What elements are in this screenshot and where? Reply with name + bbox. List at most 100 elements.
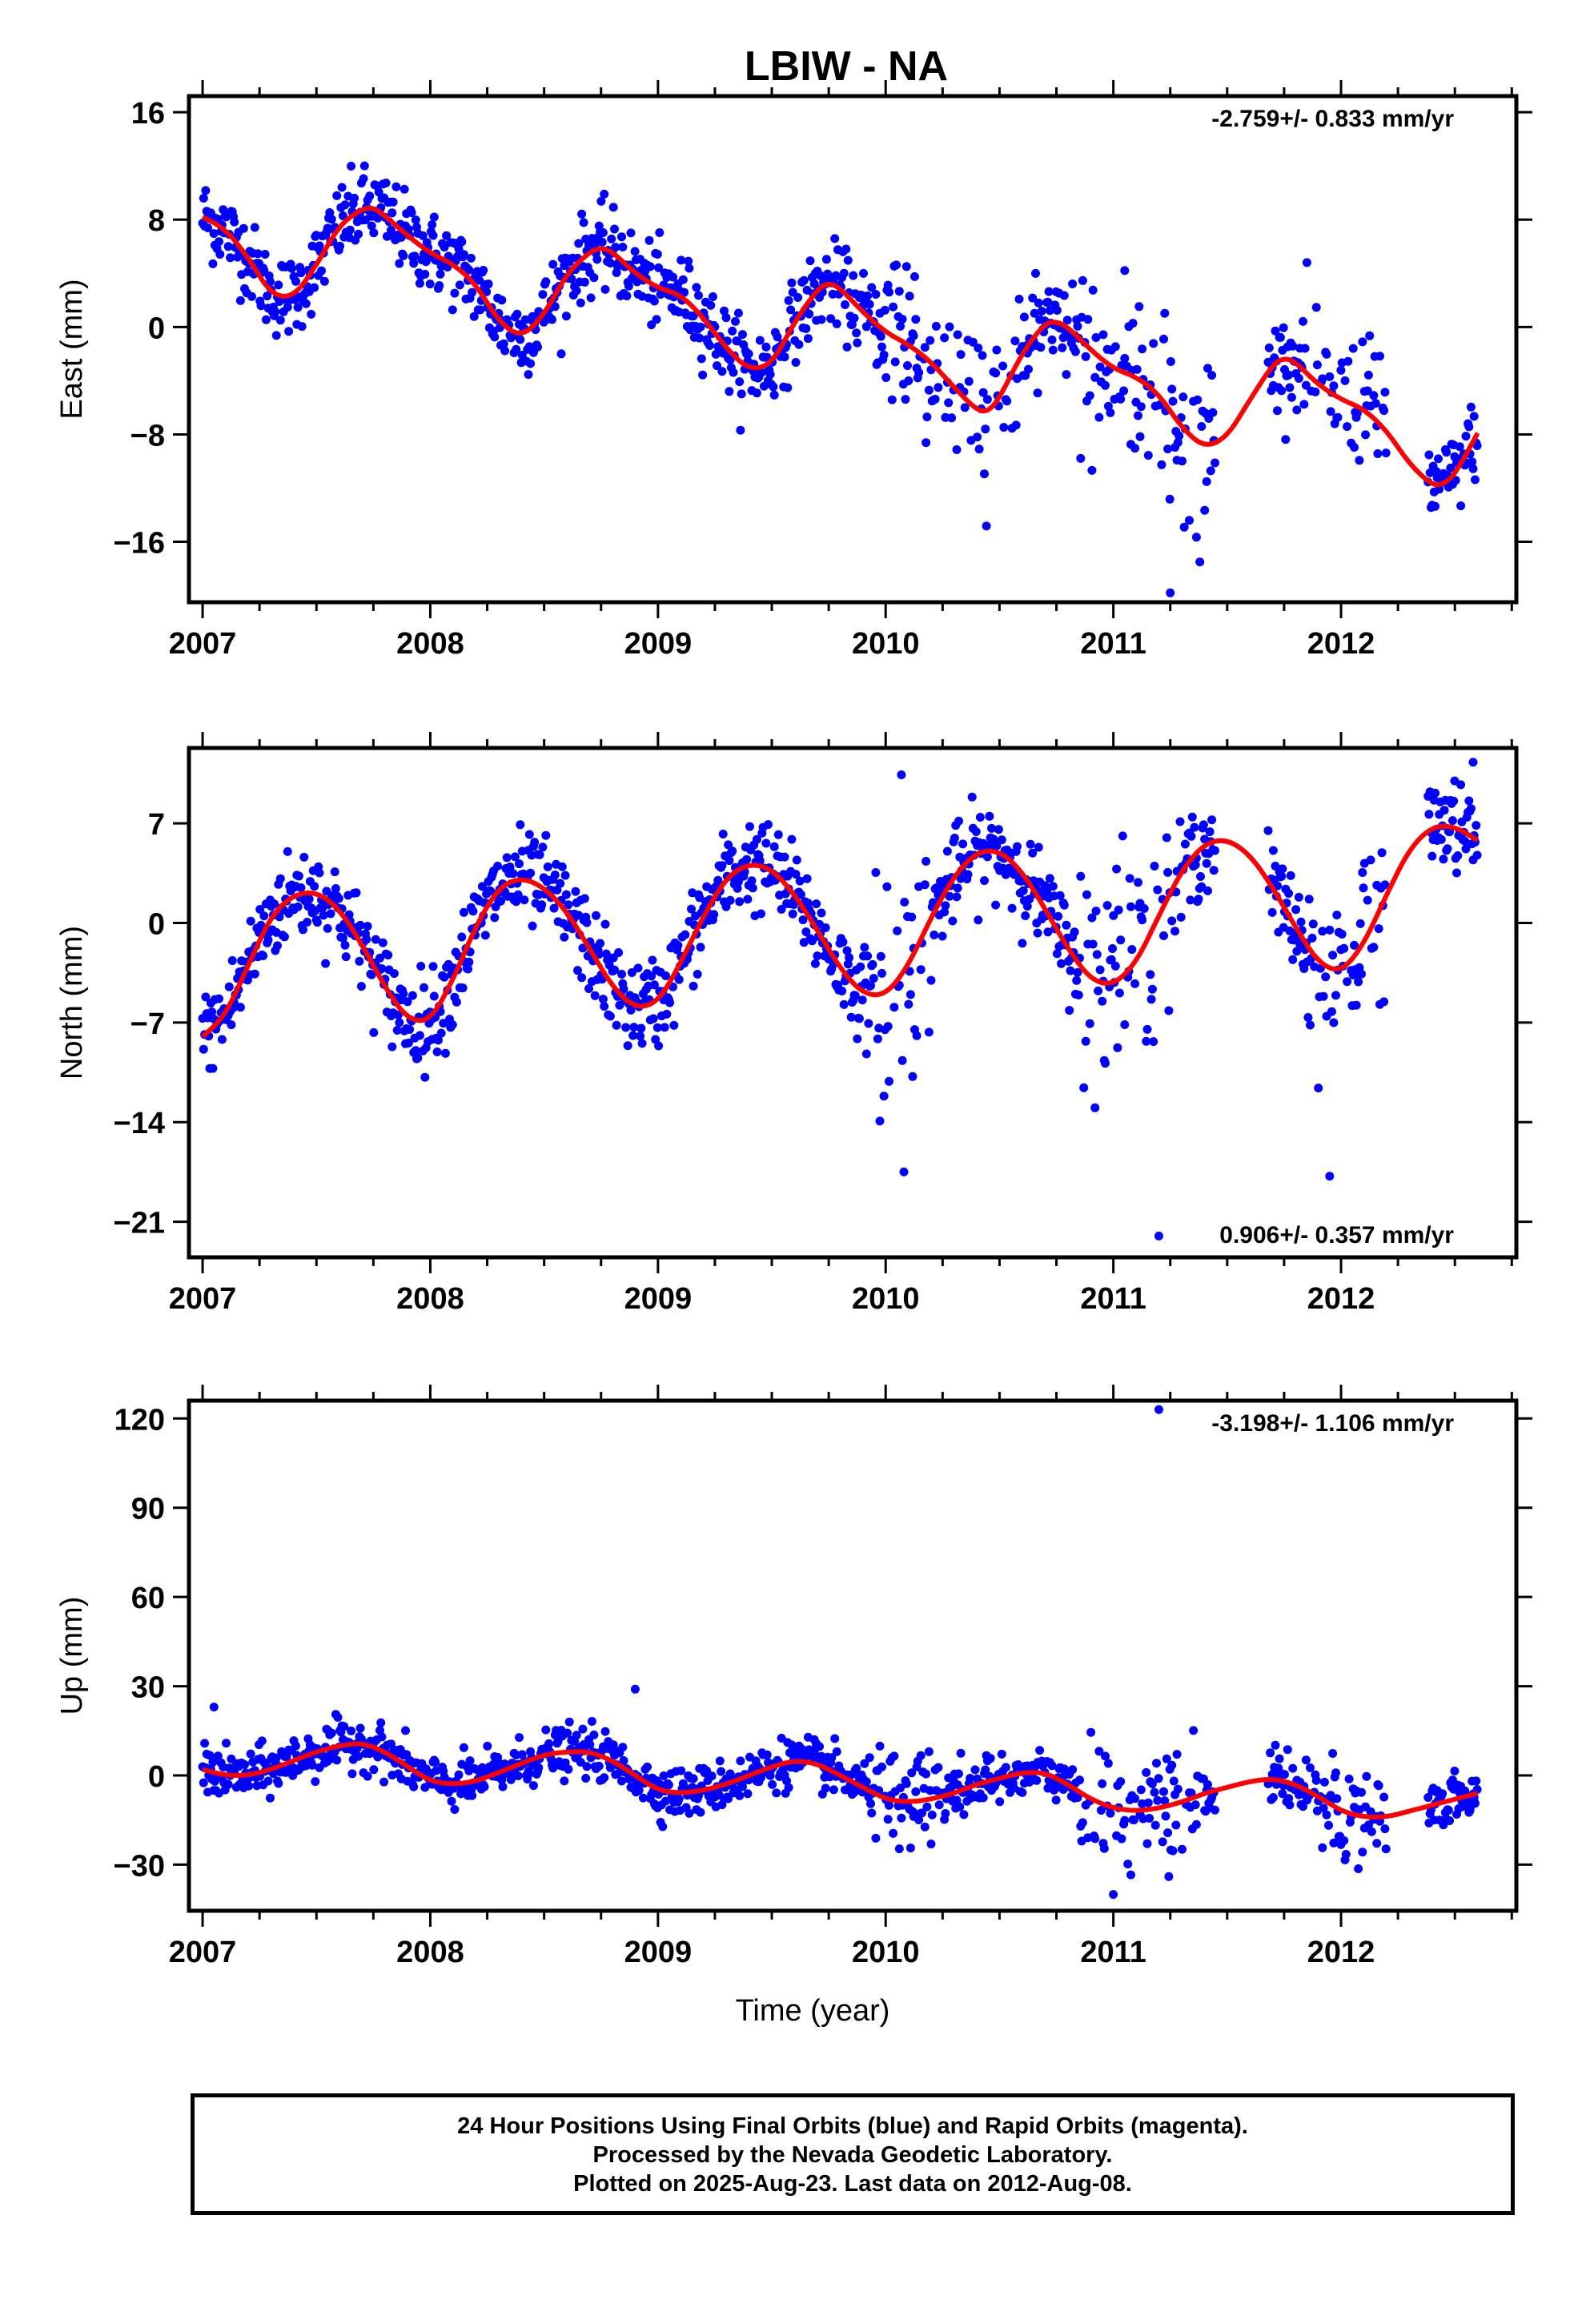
- north-point: [1314, 1084, 1323, 1093]
- east-xtick-label: 2011: [1080, 627, 1146, 661]
- east-point: [1179, 522, 1189, 532]
- east-point: [1167, 384, 1177, 394]
- north-point: [1153, 885, 1162, 895]
- up-point: [1280, 1770, 1289, 1779]
- east-point: [340, 200, 350, 210]
- east-point: [1024, 364, 1033, 374]
- east-point: [418, 231, 428, 240]
- north-point: [590, 991, 600, 1000]
- north-point: [524, 830, 534, 839]
- north-point: [1199, 820, 1208, 830]
- east-point: [769, 382, 778, 392]
- east-point: [327, 215, 336, 224]
- east-point: [572, 286, 581, 296]
- north-point: [636, 1023, 646, 1033]
- up-point: [355, 1723, 365, 1733]
- up-point: [213, 1751, 223, 1761]
- north-point: [1436, 834, 1446, 844]
- north-point: [868, 959, 877, 969]
- north-point: [1299, 964, 1309, 973]
- east-point: [826, 314, 836, 324]
- north-xtick-label: 2009: [624, 1282, 693, 1316]
- north-point: [728, 846, 737, 856]
- east-point: [1130, 444, 1140, 453]
- up-point: [1329, 1838, 1339, 1848]
- east-point: [266, 277, 275, 287]
- up-point: [1150, 1820, 1160, 1830]
- east-point: [235, 296, 245, 305]
- east-point: [652, 250, 662, 259]
- north-point: [889, 1003, 899, 1012]
- east-point: [538, 290, 548, 300]
- up-point: [544, 1739, 554, 1748]
- east-point: [654, 263, 664, 272]
- north-point: [468, 907, 478, 916]
- up-point: [363, 1771, 372, 1781]
- east-point: [817, 315, 826, 324]
- north-point: [512, 897, 521, 907]
- north-point: [864, 1019, 873, 1028]
- north-point: [813, 951, 822, 961]
- north-point: [1306, 1020, 1315, 1030]
- up-point: [926, 1839, 936, 1849]
- east-point: [455, 280, 464, 290]
- east-point: [1116, 394, 1126, 404]
- north-point: [985, 811, 994, 821]
- north-point: [873, 1034, 882, 1043]
- north-point: [1197, 882, 1207, 891]
- north-point: [1331, 991, 1340, 1000]
- east-point: [832, 319, 841, 328]
- up-outlier-point: [209, 1703, 219, 1712]
- up-point: [1339, 1835, 1349, 1845]
- east-point: [721, 313, 731, 323]
- east-point: [871, 290, 881, 299]
- north-point: [661, 971, 670, 980]
- north-point: [795, 876, 805, 886]
- east-point: [1166, 357, 1175, 366]
- north-point: [1318, 927, 1327, 936]
- north-point: [1101, 1059, 1110, 1068]
- east-point: [381, 179, 391, 187]
- up-xtick-label: 2007: [169, 1936, 237, 1969]
- north-point: [420, 983, 428, 992]
- up-point: [612, 1769, 622, 1779]
- north-point: [1018, 939, 1027, 948]
- up-point: [1278, 1789, 1287, 1799]
- north-point: [1066, 966, 1075, 975]
- north-point: [1175, 817, 1185, 826]
- east-point: [319, 276, 329, 286]
- north-point: [942, 846, 952, 856]
- north-point: [1211, 846, 1219, 855]
- north-point: [733, 877, 743, 887]
- east-point: [920, 343, 930, 352]
- east-point: [1070, 347, 1080, 356]
- up-point: [282, 1752, 291, 1762]
- east-point: [275, 297, 284, 306]
- up-xtick-label: 2011: [1080, 1936, 1146, 1969]
- north-outlier-point: [1154, 1231, 1163, 1240]
- north-point: [227, 956, 237, 965]
- up-point: [736, 1756, 745, 1766]
- north-point: [674, 975, 684, 984]
- east-point: [1424, 450, 1434, 460]
- north-point: [596, 939, 605, 948]
- up-point: [1090, 1834, 1100, 1844]
- east-point: [1165, 494, 1174, 504]
- up-xtick-label: 2010: [852, 1936, 920, 1969]
- north-ytick-label: 0: [148, 908, 165, 942]
- east-point: [1094, 412, 1104, 422]
- north-point: [415, 1031, 424, 1040]
- east-point: [256, 301, 266, 311]
- east-xtick-label: 2012: [1307, 627, 1375, 661]
- north-point: [1337, 930, 1347, 939]
- footer-line-1: 24 Hour Positions Using Final Orbits (bl…: [457, 2113, 1248, 2139]
- north-xtick-label: 2011: [1080, 1282, 1146, 1316]
- up-point: [1161, 1811, 1170, 1821]
- east-point: [892, 260, 901, 270]
- up-point: [715, 1756, 725, 1766]
- east-point: [1019, 312, 1029, 322]
- north-point: [224, 982, 234, 991]
- north-point: [1303, 1013, 1313, 1022]
- east-point: [696, 322, 705, 332]
- east-point: [880, 305, 889, 315]
